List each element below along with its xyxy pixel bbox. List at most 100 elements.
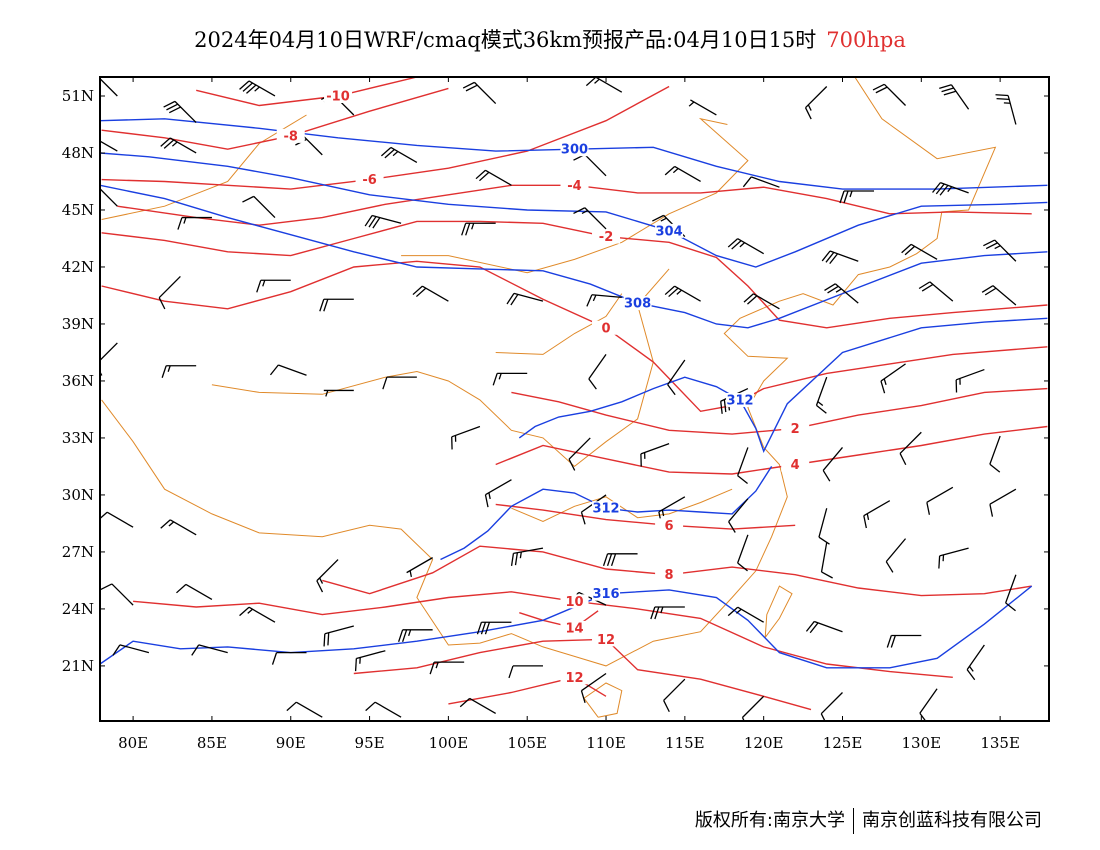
height-contour: [100, 152, 1048, 268]
wind-barb: [161, 365, 197, 378]
lat-tick-label: 27N: [62, 543, 94, 561]
wind-barb: [176, 583, 213, 600]
wind-barb: [728, 498, 749, 533]
wind-barb: [901, 243, 938, 260]
wind-barb: [510, 547, 544, 566]
temperature-label-bg: [355, 172, 384, 187]
wind-barb: [727, 238, 764, 255]
lon-tick-label: 135E: [980, 734, 1020, 752]
wind-barb: [885, 538, 907, 573]
temperature-label-bg: [560, 620, 589, 635]
temperature-contour: [101, 85, 670, 190]
wind-barb: [476, 621, 512, 635]
wind-barb: [286, 701, 323, 718]
lon-tick-label: 80E: [118, 734, 148, 752]
wind-barb: [822, 447, 843, 482]
wind-barb: [872, 83, 907, 106]
height-label-bg: [592, 501, 621, 516]
pressure-level-label: 700hpa: [826, 28, 906, 52]
wind-barb: [918, 281, 954, 302]
wind-barb: [737, 534, 749, 572]
height-contour-label: 308: [624, 297, 651, 312]
copyright-right: 南京创蓝科技有限公司: [862, 810, 1042, 831]
wind-barb: [412, 285, 449, 302]
wind-barb: [640, 443, 670, 467]
wind-barb: [160, 519, 197, 536]
wind-barb: [163, 100, 197, 124]
wind-barb: [899, 431, 922, 466]
wind-barb: [459, 697, 497, 714]
wind-barb: [743, 293, 780, 310]
wind-barb: [663, 678, 686, 713]
lat-tick-label: 33N: [62, 429, 94, 447]
temperature-contour-label: 0: [602, 321, 611, 336]
wind-barb: [886, 634, 922, 648]
wind-barb: [508, 665, 543, 679]
temperature-contour: [101, 87, 449, 150]
temperature-contour-label: -10: [326, 89, 350, 104]
wind-barb: [323, 389, 354, 397]
wind-barb: [506, 292, 544, 306]
temperature-contour-label: 14: [565, 621, 583, 636]
wind-barb: [664, 285, 701, 302]
wind-barb: [815, 376, 828, 414]
height-contour-label: 316: [592, 587, 619, 602]
height-label-bg: [655, 223, 684, 238]
temperature-contour-label: -8: [284, 129, 298, 144]
wind-barb: [995, 94, 1017, 125]
wind-barb: [602, 553, 638, 567]
height-contour-label: 312: [726, 393, 753, 408]
wind-barb: [955, 368, 985, 393]
wind-barb: [461, 222, 496, 236]
lat-tick-label: 30N: [62, 486, 94, 504]
wind-barb: [462, 81, 497, 105]
temperature-contour-label: 12: [565, 671, 583, 686]
wind-barb: [429, 661, 465, 675]
wind-barb: [820, 542, 833, 579]
wind-barb: [406, 557, 433, 577]
wind-barb: [573, 207, 607, 230]
temperature-contour-label: 2: [791, 422, 800, 437]
wind-barb: [484, 479, 512, 508]
wind-barb: [451, 425, 481, 450]
temperature-contour: [448, 676, 607, 705]
wind-barb: [983, 239, 1017, 262]
temperature-contour: [519, 610, 599, 629]
wind-barb: [158, 276, 181, 310]
wind-barb: [239, 80, 276, 97]
height-contour: [100, 184, 1048, 329]
temperature-contour: [196, 77, 418, 107]
wind-barb: [100, 511, 134, 528]
wind-barb: [354, 650, 386, 672]
boundary-line: [211, 268, 670, 468]
wind-barb: [160, 137, 197, 154]
wind-barb: [382, 376, 417, 390]
temperature-contour-label: 10: [565, 595, 583, 610]
wind-barb: [989, 435, 1001, 473]
temperature-contour: [133, 591, 953, 678]
temperature-contour: [511, 387, 1048, 435]
lon-tick-label: 110E: [586, 734, 626, 752]
height-label-bg: [726, 392, 755, 407]
wind-barb: [688, 99, 717, 116]
temperature-contour: [495, 425, 1048, 475]
wind-barb: [938, 547, 969, 569]
latitude-axis: 51N 48N 45N 42N 39N 36N 33N 30N 27N 24N 21N: [62, 87, 1049, 675]
wind-barb: [650, 606, 685, 620]
temperature-label-bg: [560, 178, 589, 193]
wind-barb: [580, 672, 607, 704]
temperature-label-bg: [655, 567, 684, 582]
wind-barb: [939, 84, 970, 110]
height-label-bg: [560, 142, 589, 157]
wind-barb: [981, 285, 1017, 306]
contour-label-layer: -10 -8 -6 -4 -2 0 2 4 6 8 10 12 14 12 300 304 308 312 312 3…: [276, 88, 810, 686]
boundary-line: [401, 117, 749, 274]
wind-barb: [177, 216, 212, 230]
plot-frame: [99, 76, 1050, 722]
lat-tick-label: 24N: [62, 600, 94, 618]
wind-barb: [586, 294, 622, 307]
temperature-label-bg: [560, 670, 589, 685]
wind-barb: [191, 644, 228, 656]
wind-barb: [821, 250, 859, 265]
